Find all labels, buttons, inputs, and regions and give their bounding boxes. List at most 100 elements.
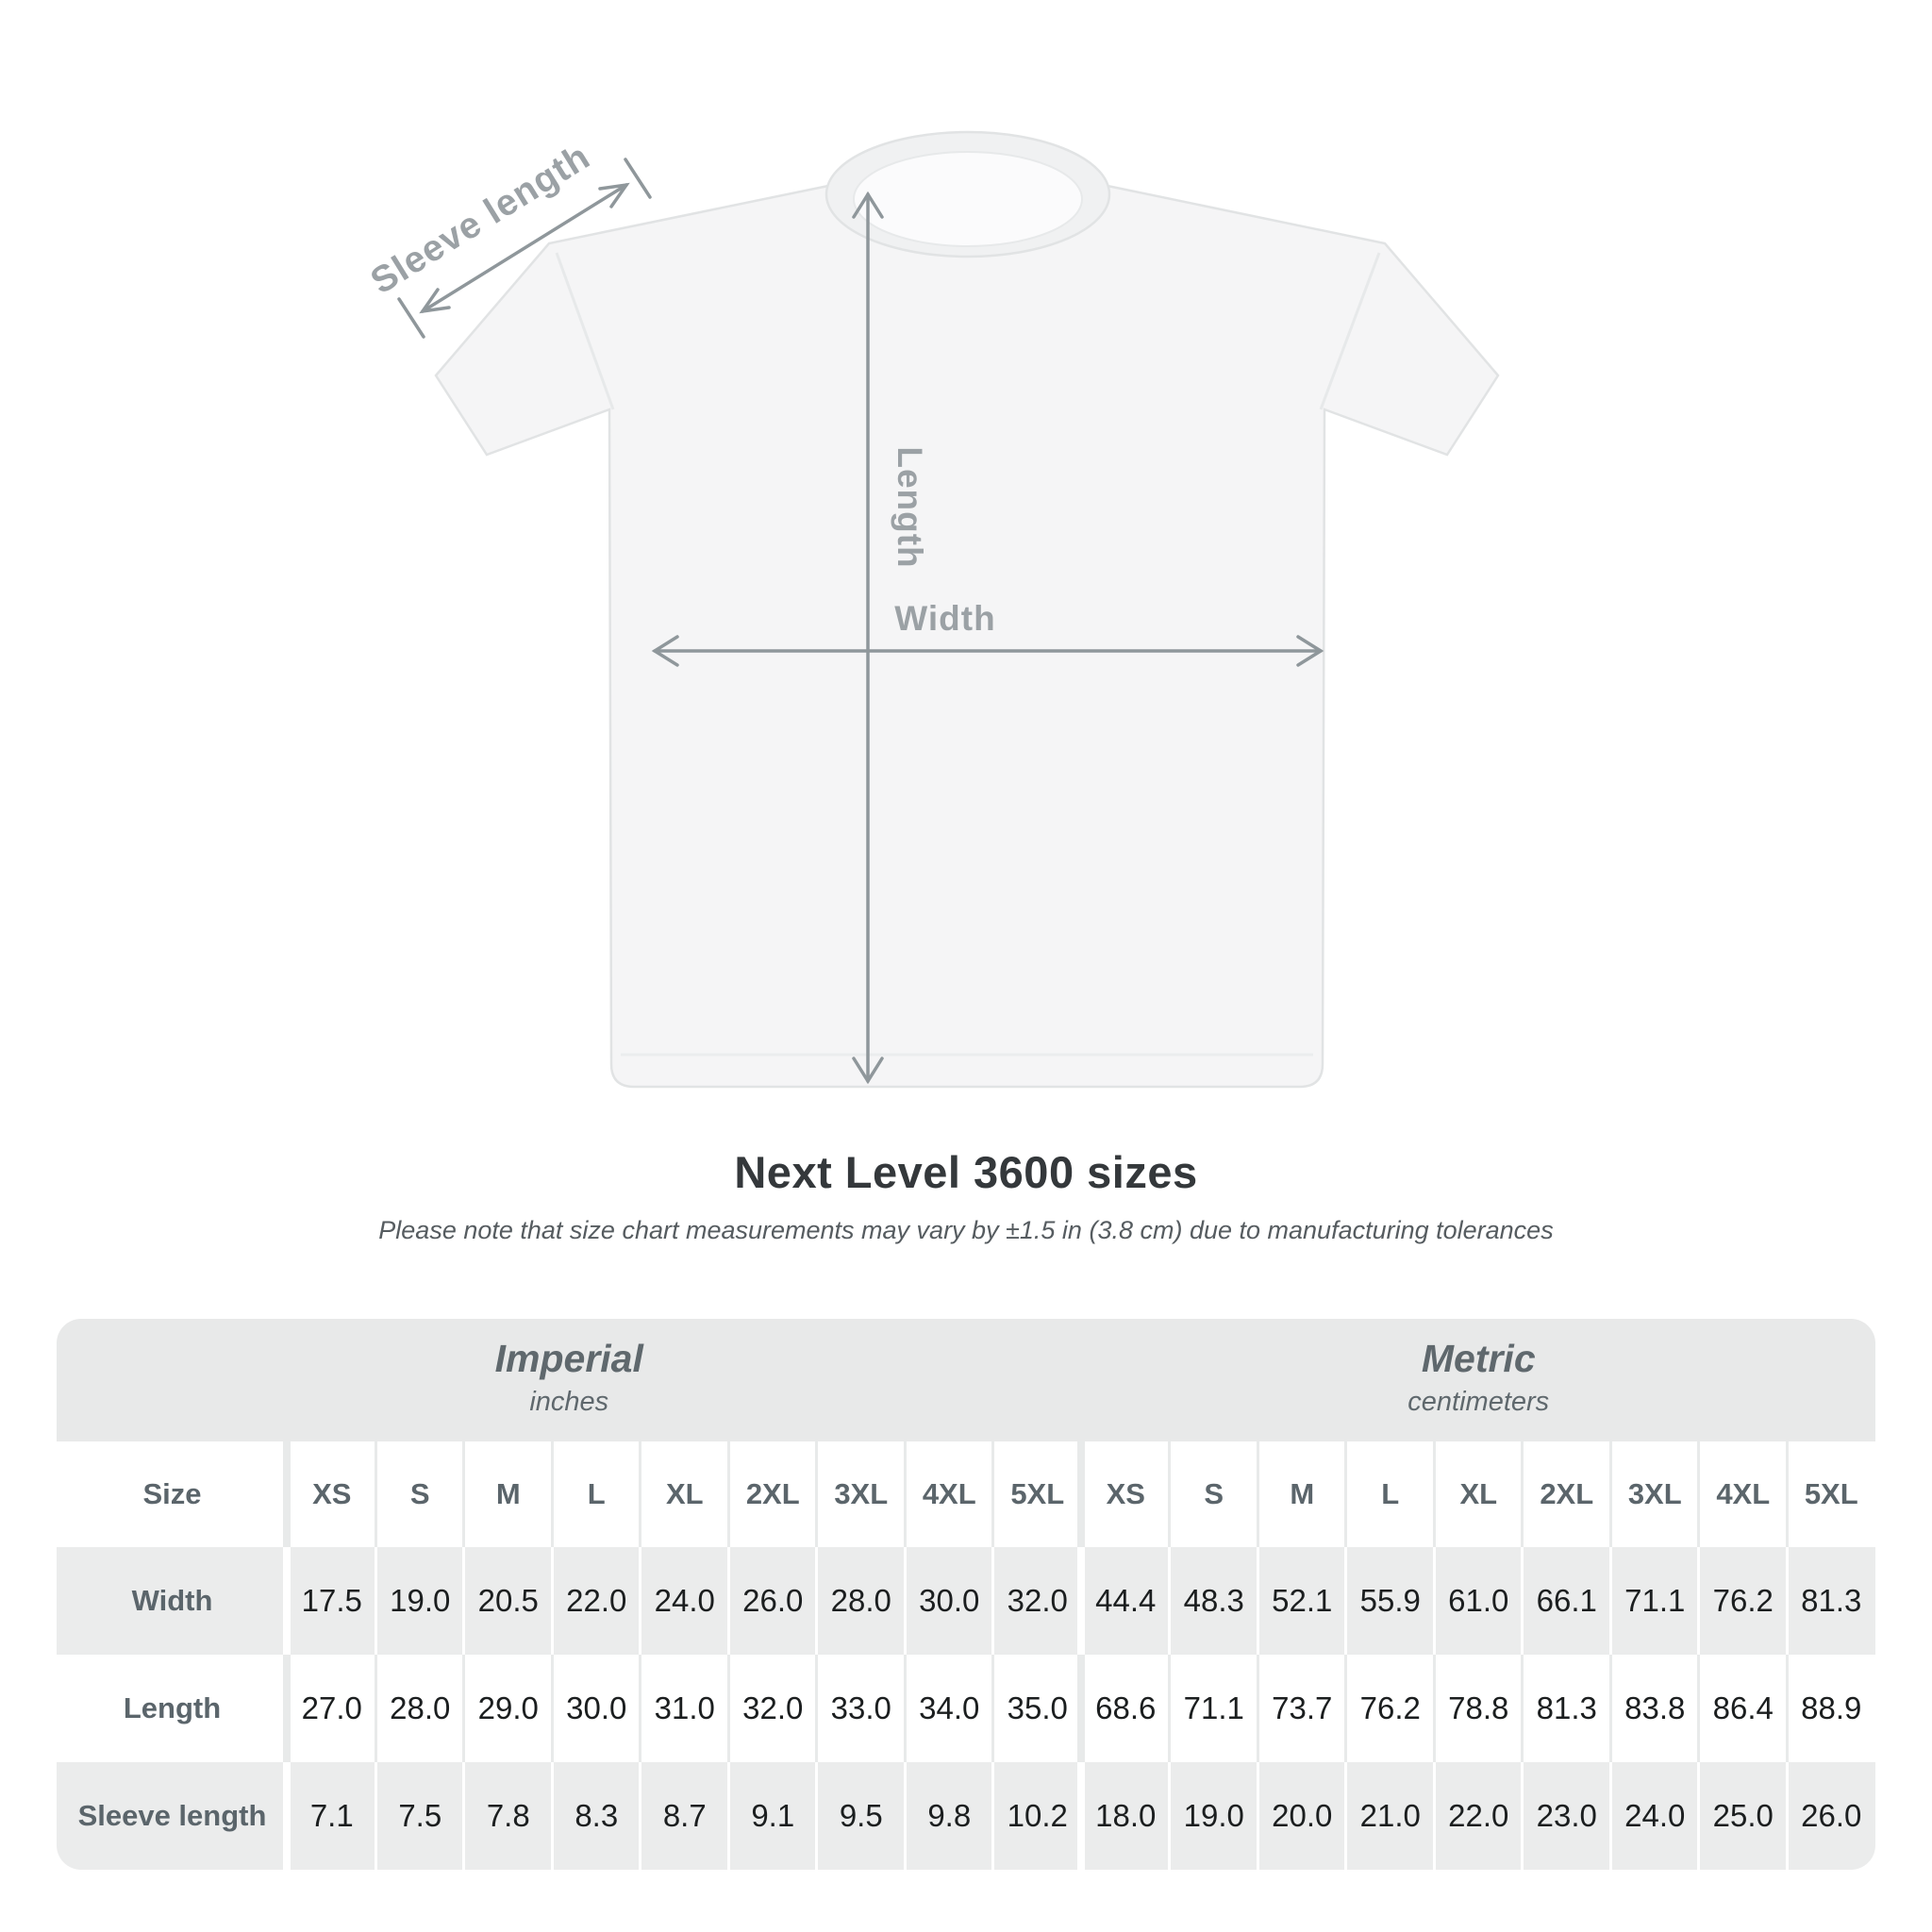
tshirt-silhouette — [434, 130, 1500, 1089]
length-label: Length — [891, 446, 929, 568]
size-header-imperial: XL — [641, 1441, 729, 1547]
value-cell-imperial: 9.5 — [817, 1762, 906, 1870]
value-cell-imperial: 8.3 — [553, 1762, 641, 1870]
value-cell-imperial: 7.1 — [288, 1762, 376, 1870]
value-cell-imperial: 27.0 — [288, 1655, 376, 1762]
size-header-imperial: 5XL — [993, 1441, 1084, 1547]
size-header-imperial: 4XL — [906, 1441, 994, 1547]
value-cell-metric: 48.3 — [1170, 1547, 1258, 1655]
measurement-arrows — [397, 158, 1324, 1085]
value-cell-imperial: 19.0 — [376, 1547, 465, 1655]
size-header-metric: XL — [1435, 1441, 1524, 1547]
value-cell-metric: 52.1 — [1258, 1547, 1347, 1655]
size-column-header: Size — [57, 1441, 291, 1547]
tolerance-note: Please note that size chart measurements… — [378, 1216, 1554, 1244]
imperial-header: Imperial inches — [57, 1319, 1082, 1441]
value-cell-imperial: 20.5 — [464, 1547, 553, 1655]
value-cell-metric: 20.0 — [1258, 1762, 1347, 1870]
value-cell-metric: 71.1 — [1611, 1547, 1700, 1655]
value-cell-imperial: 30.0 — [553, 1655, 641, 1762]
value-cell-metric: 73.7 — [1258, 1655, 1347, 1762]
size-header-imperial: S — [376, 1441, 465, 1547]
length-arrow — [852, 191, 884, 1085]
collar-opening — [853, 151, 1083, 247]
imperial-title: Imperial — [494, 1337, 643, 1380]
value-cell-metric: 76.2 — [1346, 1655, 1435, 1762]
value-cell-metric: 44.4 — [1082, 1547, 1171, 1655]
value-cell-metric: 88.9 — [1801, 1690, 1862, 1725]
value-cell-metric: 25.0 — [1699, 1762, 1788, 1870]
value-cell-metric: 86.4 — [1699, 1655, 1788, 1762]
value-cell-metric: 19.0 — [1170, 1762, 1258, 1870]
value-cell-imperial: 24.0 — [641, 1547, 729, 1655]
value-cell-metric: 18.0 — [1082, 1762, 1171, 1870]
row-label: Width — [57, 1547, 291, 1655]
value-cell-metric: 26.0 — [1801, 1798, 1862, 1833]
value-cell-metric: 81.3 — [1801, 1583, 1862, 1618]
value-cell-imperial: 7.5 — [376, 1762, 465, 1870]
size-header-imperial: L — [553, 1441, 641, 1547]
value-cell-imperial: 33.0 — [817, 1655, 906, 1762]
value-cell-metric: 81.3 — [1523, 1655, 1611, 1762]
row-label: Sleeve length — [57, 1762, 291, 1870]
value-cell-metric: 21.0 — [1346, 1762, 1435, 1870]
value-cell-metric: 83.8 — [1611, 1655, 1700, 1762]
table-row-length: Length 27.0 28.0 29.0 30.0 31.0 32.0 33.0 34.0 35… — [57, 1655, 1875, 1762]
value-cell-imperial: 32.0 — [729, 1655, 818, 1762]
width-arrow — [651, 635, 1324, 667]
value-cell-metric: 22.0 — [1435, 1762, 1524, 1870]
value-cell-metric: 23.0 — [1523, 1762, 1611, 1870]
value-cell-metric: 55.9 — [1346, 1547, 1435, 1655]
size-header-imperial: 3XL — [817, 1441, 906, 1547]
value-cell-imperial: 8.7 — [641, 1762, 729, 1870]
value-cell-imperial: 32.0 — [993, 1547, 1084, 1655]
value-cell-metric: 66.1 — [1523, 1547, 1611, 1655]
title-block: Next Level 3600 sizes Please note that s… — [0, 1147, 1932, 1247]
value-cell-metric: 61.0 — [1435, 1547, 1524, 1655]
value-cell-imperial: 9.1 — [729, 1762, 818, 1870]
metric-title: Metric — [1421, 1337, 1536, 1380]
size-header-metric: 5XL — [1804, 1477, 1858, 1510]
value-cell-metric: 78.8 — [1435, 1655, 1524, 1762]
size-header-imperial: XS — [288, 1441, 376, 1547]
value-cell-metric: 71.1 — [1170, 1655, 1258, 1762]
value-cell-imperial: 7.8 — [464, 1762, 553, 1870]
row-label: Length — [57, 1655, 291, 1762]
page-title: Next Level 3600 sizes — [734, 1147, 1198, 1197]
table-row-sleeve-length: Sleeve length 7.1 7.5 7.8 8.3 8.7 9.1 9.5 9.8 10.… — [57, 1762, 1875, 1870]
size-header-metric: XS — [1082, 1441, 1171, 1547]
value-cell-imperial: 29.0 — [464, 1655, 553, 1762]
unit-system-header-row: Imperial inches Metric centimeters — [57, 1319, 1875, 1441]
size-header-metric: S — [1170, 1441, 1258, 1547]
size-header-metric: 2XL — [1523, 1441, 1611, 1547]
value-cell-imperial: 28.0 — [376, 1655, 465, 1762]
size-header-imperial: M — [464, 1441, 553, 1547]
table-row-width: Width 17.5 19.0 20.5 22.0 24.0 26.0 28.0 30.0 32.… — [57, 1547, 1875, 1655]
value-cell-imperial: 28.0 — [817, 1547, 906, 1655]
size-header-metric: 3XL — [1611, 1441, 1700, 1547]
size-header-metric: M — [1258, 1441, 1347, 1547]
value-cell-metric: 68.6 — [1082, 1655, 1171, 1762]
metric-unit: centimeters — [1407, 1387, 1550, 1417]
value-cell-imperial: 17.5 — [288, 1547, 376, 1655]
size-header-row: Size XS S M L XL 2XL 3XL 4XL 5XL XS S M L XL 2XL 3XL 4XL 5… — [57, 1441, 1875, 1547]
value-cell-metric: 24.0 — [1611, 1762, 1700, 1870]
value-cell-imperial: 10.2 — [993, 1762, 1084, 1870]
value-cell-metric: 76.2 — [1699, 1547, 1788, 1655]
imperial-unit: inches — [529, 1387, 609, 1417]
size-table: Imperial inches Metric centimeters Size X… — [57, 1319, 1875, 1870]
tshirt-diagram: Sleeve length Length Width — [364, 130, 1500, 1089]
value-cell-imperial: 34.0 — [906, 1655, 994, 1762]
value-cell-imperial: 35.0 — [993, 1655, 1084, 1762]
value-cell-imperial: 22.0 — [553, 1547, 641, 1655]
size-header-metric: 4XL — [1699, 1441, 1788, 1547]
value-cell-imperial: 31.0 — [641, 1655, 729, 1762]
metric-header: Metric centimeters — [1082, 1319, 1876, 1441]
size-header-imperial: 2XL — [729, 1441, 818, 1547]
sleeve-length-arrow — [397, 158, 652, 339]
value-cell-imperial: 9.8 — [906, 1762, 994, 1870]
size-header-metric: L — [1346, 1441, 1435, 1547]
value-cell-imperial: 26.0 — [729, 1547, 818, 1655]
width-label: Width — [894, 599, 995, 638]
